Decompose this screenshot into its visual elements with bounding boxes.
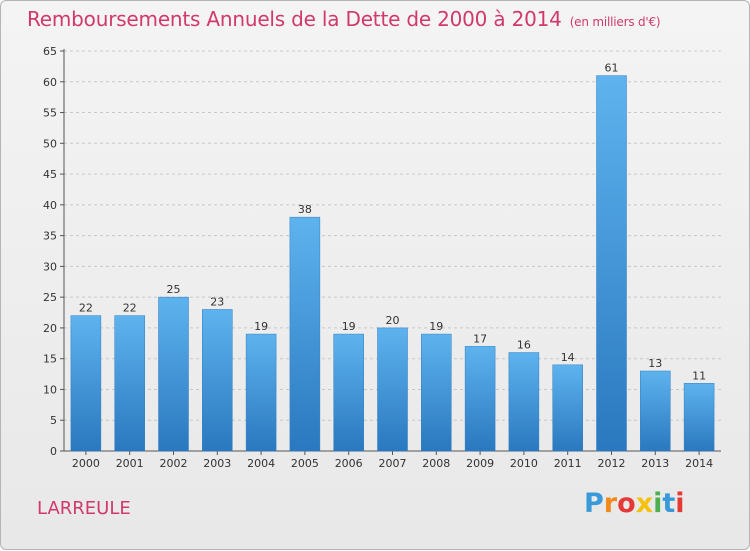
value-label-2000: 22	[79, 302, 93, 315]
logo-letter: t	[662, 488, 676, 519]
bars	[70, 75, 715, 452]
chart-title: Remboursements Annuels de la Dette de 20…	[27, 7, 661, 31]
y-tick-label: 15	[43, 353, 57, 366]
title-text: Remboursements Annuels de la Dette de 20…	[27, 7, 562, 31]
labels: 0 5 10 15 20 25 30 35 40 45 50 55 60 65 22 2000 22 2001 25…	[43, 45, 713, 470]
x-tick-label-2002: 2002	[160, 457, 188, 470]
x-tick-label-2006: 2006	[335, 457, 363, 470]
bar-2012	[596, 75, 627, 452]
proxiti-logo[interactable]: Proxiti	[584, 488, 685, 519]
value-label-2001: 22	[123, 302, 137, 315]
value-label-2012: 61	[605, 62, 619, 75]
value-label-2011: 14	[561, 351, 575, 364]
logo-letter: x	[635, 488, 654, 519]
bar-2011	[552, 364, 583, 452]
x-tick-label-2010: 2010	[510, 457, 538, 470]
y-tick-label: 45	[43, 168, 57, 181]
x-tick-label-2003: 2003	[203, 457, 231, 470]
logo-letter: P	[584, 488, 604, 519]
bar-2000	[70, 315, 102, 452]
value-label-2004: 19	[254, 320, 268, 333]
value-label-2002: 25	[167, 283, 181, 296]
bar-2014	[683, 383, 715, 452]
y-tick-label: 60	[43, 76, 57, 89]
bar-2006	[333, 333, 364, 452]
x-tick-label-2001: 2001	[116, 457, 144, 470]
bar-2009	[464, 346, 496, 452]
logo-letter: o	[617, 488, 636, 519]
bar-2010	[508, 352, 540, 452]
value-label-2014: 11	[692, 369, 706, 382]
bar-2013	[640, 370, 671, 452]
value-label-2010: 16	[517, 339, 531, 352]
value-label-2005: 38	[298, 203, 312, 216]
bar-2004	[245, 333, 277, 452]
y-tick-label: 40	[43, 199, 57, 212]
y-tick-label: 10	[43, 383, 57, 396]
y-tick-label: 50	[43, 137, 57, 150]
y-tick-label: 20	[43, 322, 57, 335]
x-tick-label-2004: 2004	[247, 457, 275, 470]
value-label-2007: 20	[386, 314, 400, 327]
y-tick-label: 30	[43, 260, 57, 273]
value-label-2008: 19	[429, 320, 443, 333]
value-label-2006: 19	[342, 320, 356, 333]
x-tick-label-2011: 2011	[554, 457, 582, 470]
x-tick-label-2000: 2000	[72, 457, 100, 470]
y-tick-label: 65	[43, 45, 57, 58]
x-tick-label-2012: 2012	[598, 457, 626, 470]
y-tick-label: 25	[43, 291, 57, 304]
commune-name: LARREULE	[37, 498, 131, 519]
bar-2008	[421, 333, 452, 452]
logo-letter: i	[653, 488, 663, 519]
value-label-2013: 13	[648, 357, 662, 370]
bar-2001	[114, 315, 145, 452]
logo-letter: r	[603, 488, 618, 519]
y-tick-label: 5	[50, 414, 57, 427]
x-tick-label-2007: 2007	[379, 457, 407, 470]
bar-2005	[289, 216, 321, 452]
x-tick-label-2008: 2008	[422, 457, 450, 470]
x-tick-label-2009: 2009	[466, 457, 494, 470]
bar-2007	[377, 327, 408, 452]
x-tick-label-2005: 2005	[291, 457, 319, 470]
x-tick-label-2013: 2013	[641, 457, 669, 470]
bar-2002	[158, 296, 189, 452]
value-label-2003: 23	[210, 295, 224, 308]
value-label-2009: 17	[473, 332, 487, 345]
bar-2003	[202, 309, 233, 452]
y-tick-label: 0	[50, 445, 57, 458]
y-tick-label: 55	[43, 107, 57, 120]
logo-letter: i	[675, 488, 685, 519]
y-tick-label: 35	[43, 230, 57, 243]
x-tick-label-2014: 2014	[685, 457, 713, 470]
chart-subtitle: (en milliers d'€)	[569, 15, 661, 29]
